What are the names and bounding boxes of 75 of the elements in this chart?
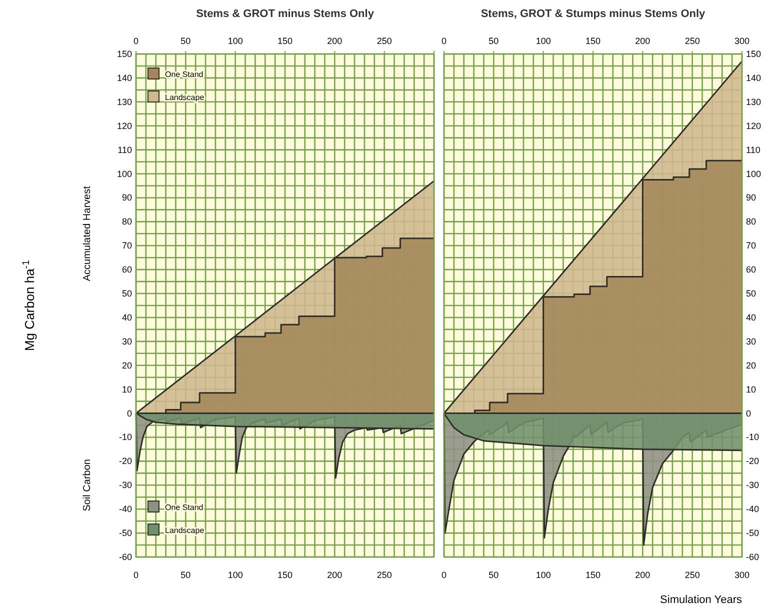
y-tick-label: -30 bbox=[746, 480, 760, 490]
y-tick-label: 100 bbox=[116, 168, 132, 179]
y-tick-label: -30 bbox=[118, 480, 132, 490]
y-tick-label: 80 bbox=[122, 216, 132, 227]
x2-tick-label: 100 bbox=[536, 570, 551, 580]
y-tick-label: 90 bbox=[122, 192, 132, 203]
x2-tick-label: 250 bbox=[376, 570, 392, 580]
y-tick-label: 140 bbox=[746, 72, 762, 83]
x2-tick-label: 100 bbox=[228, 570, 243, 580]
x-axis-title: Simulation Years bbox=[660, 594, 742, 606]
y-tick-label: 0 bbox=[746, 408, 752, 418]
chart-title: Stems & GROT minus Stems Only bbox=[196, 8, 375, 20]
x2-tick-label: 200 bbox=[327, 570, 342, 580]
x-tick-label: 50 bbox=[488, 36, 499, 46]
y-tick-label: 150 bbox=[116, 49, 132, 59]
x-tick-label: 250 bbox=[376, 36, 392, 46]
x-tick-label: 250 bbox=[684, 36, 700, 46]
y-tick-label: 110 bbox=[118, 144, 132, 155]
y-tick-label: -40 bbox=[118, 504, 132, 514]
y-tick-label: 130 bbox=[746, 96, 762, 107]
y-tick-label: -40 bbox=[746, 504, 760, 514]
y-tick-label: -60 bbox=[118, 552, 132, 562]
y-tick-label: 50 bbox=[746, 288, 756, 299]
x-tick-label: 100 bbox=[228, 36, 243, 46]
y-tick-label: 150 bbox=[746, 49, 762, 59]
x-tick-label: 0 bbox=[441, 36, 447, 46]
x-tick-label: 300 bbox=[734, 36, 750, 46]
y-tick-label: 20 bbox=[746, 360, 756, 370]
y-tick-label: 80 bbox=[746, 216, 756, 227]
y-tick-label: -50 bbox=[746, 528, 760, 538]
x-tick-label: 150 bbox=[277, 36, 293, 46]
x-tick-label: 150 bbox=[585, 36, 601, 46]
x2-tick-label: 50 bbox=[488, 570, 499, 580]
y-tick-label: 20 bbox=[122, 360, 132, 370]
y-tick-label: 70 bbox=[122, 240, 132, 251]
chart-title: Stems, GROT & Stumps minus Stems Only bbox=[480, 8, 706, 20]
x2-tick-label: 300 bbox=[734, 570, 750, 580]
y-tick-label: -10 bbox=[118, 432, 132, 442]
text: Accumulated Harvest bbox=[82, 186, 93, 282]
x2-tick-label: 0 bbox=[133, 570, 139, 580]
y-tick-label: 70 bbox=[746, 240, 756, 251]
y-tick-label: 120 bbox=[116, 120, 132, 131]
text: Soil Carbon bbox=[82, 459, 93, 512]
x2-tick-label: 200 bbox=[635, 570, 650, 580]
y-tick-label: 30 bbox=[122, 336, 132, 346]
y-tick-label: 130 bbox=[116, 96, 132, 107]
y-tick-label: 120 bbox=[746, 120, 762, 131]
y-tick-label: 60 bbox=[746, 264, 756, 275]
x-tick-label: 200 bbox=[635, 36, 650, 46]
x2-tick-label: 150 bbox=[585, 570, 601, 580]
y-tick-label: 60 bbox=[122, 264, 132, 275]
x-tick-label: 0 bbox=[133, 36, 139, 46]
y-tick-label: 10 bbox=[746, 384, 756, 394]
y-tick-label: 140 bbox=[116, 72, 132, 83]
y-tick-label: -20 bbox=[746, 456, 760, 466]
y-tick-label: -60 bbox=[746, 552, 760, 562]
y-tick-label: 110 bbox=[746, 144, 760, 155]
y-tick-label: 100 bbox=[746, 168, 762, 179]
y-tick-label: -10 bbox=[746, 432, 760, 442]
x2-tick-label: 0 bbox=[441, 570, 447, 580]
y-tick-label: 40 bbox=[122, 312, 132, 322]
x-tick-label: 100 bbox=[536, 36, 551, 46]
x2-tick-label: 150 bbox=[277, 570, 293, 580]
x-tick-label: 50 bbox=[180, 36, 191, 46]
y-tick-label: 0 bbox=[126, 408, 132, 418]
y-tick-label: 30 bbox=[746, 336, 756, 346]
y-tick-label: 40 bbox=[746, 312, 756, 322]
y-tick-label: -20 bbox=[118, 456, 132, 466]
x2-tick-label: 250 bbox=[684, 570, 700, 580]
y-tick-label: 10 bbox=[122, 384, 132, 394]
y-tick-label: -50 bbox=[118, 528, 132, 538]
y-tick-label: 50 bbox=[122, 288, 132, 299]
y-tick-label: 90 bbox=[746, 192, 756, 203]
x-tick-label: 200 bbox=[327, 36, 342, 46]
x2-tick-label: 50 bbox=[180, 570, 191, 580]
